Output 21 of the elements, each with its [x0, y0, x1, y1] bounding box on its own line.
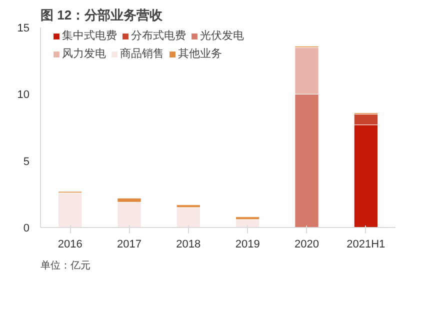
x-tick-label: 2020 [294, 238, 319, 250]
y-tick-label: 0 [23, 222, 30, 234]
legend-label: 集中式电费 [62, 29, 117, 43]
bar [176, 207, 200, 228]
legend-label: 风力发电 [62, 47, 106, 61]
x-tick-label: 2018 [176, 238, 201, 250]
y-tick-label: 10 [17, 89, 30, 102]
x-tick-label: 2019 [235, 238, 260, 250]
legend-label: 分布式电费 [131, 29, 186, 43]
bar [58, 192, 82, 228]
y-tick-label: 5 [23, 156, 30, 168]
legend-label: 其他业务 [178, 47, 222, 61]
legend-label: 光伏发电 [200, 29, 244, 43]
y-tick-label: 15 [17, 22, 30, 34]
x-tick-label: 2016 [58, 238, 82, 250]
text: 单位：亿元 [40, 260, 90, 272]
x-tick-label: 2017 [117, 238, 142, 250]
legend-label: 商品销售 [120, 46, 164, 61]
bar [117, 202, 142, 228]
x-tick-label: 2021H1 [346, 238, 386, 250]
chart-title: 图 12：分部业务营收 [40, 8, 164, 22]
